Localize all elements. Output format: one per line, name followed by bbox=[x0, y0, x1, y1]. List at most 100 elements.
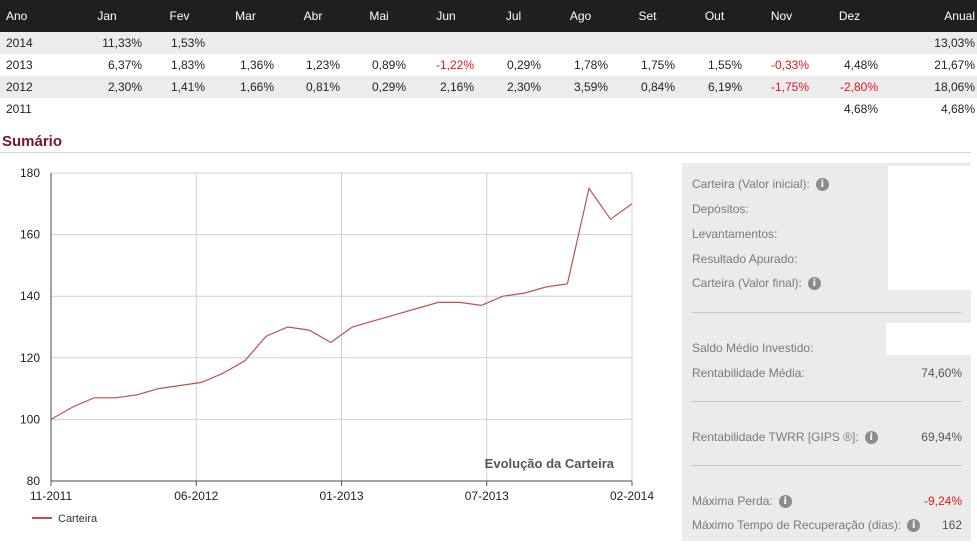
return-cell bbox=[748, 98, 815, 120]
table-header-row: Ano Jan Fev Mar Abr Mai Jun Jul Ago Set Out Nov Dez A… bbox=[0, 0, 977, 32]
legend-label: Carteira bbox=[58, 513, 98, 525]
avg-invested-row: Saldo Médio Investido: bbox=[692, 338, 813, 358]
portfolio-evolution-chart: 80 100 120 140 160 180 11-2011 06-2012 01-2013 07… bbox=[0, 160, 660, 541]
year-cell: 2011 bbox=[6, 102, 32, 116]
table-row: 2012 2,30% 1,41% 1,66% 0,81% 0,29% 2,16% 2,30% 3… bbox=[0, 76, 977, 98]
column-header: Ano bbox=[0, 0, 66, 32]
table-row: 2014 11,33% 1,53% 13,03% bbox=[0, 32, 977, 54]
withdrawals-label: Levantamentos: bbox=[692, 227, 778, 241]
column-header: Fev bbox=[148, 0, 211, 32]
column-header: Nov bbox=[748, 0, 815, 32]
max-loss-value: -9,24% bbox=[923, 494, 962, 508]
summary-panel: Carteira (Valor inicial): i Depósitos: L… bbox=[682, 163, 971, 541]
return-cell: 18,06% bbox=[884, 76, 977, 98]
y-tick-label: 120 bbox=[20, 351, 40, 365]
return-cell bbox=[681, 98, 748, 120]
info-icon[interactable]: i bbox=[778, 494, 792, 508]
result-label: Resultado Apurado: bbox=[692, 252, 798, 266]
return-cell bbox=[614, 98, 681, 120]
info-icon[interactable]: i bbox=[815, 177, 829, 191]
column-header: Dez bbox=[815, 0, 884, 32]
return-cell: 1,75% bbox=[640, 58, 675, 72]
carteira-series-line bbox=[50, 186, 633, 420]
return-cell bbox=[547, 98, 614, 120]
return-cell: 3,59% bbox=[547, 76, 614, 98]
return-cell: 2,16% bbox=[412, 76, 480, 98]
return-cell bbox=[412, 98, 480, 120]
avg-return-row: Rentabilidade Média: bbox=[692, 363, 805, 383]
initial-value-row: Carteira (Valor inicial): i bbox=[692, 174, 829, 194]
return-cell: 1,55% bbox=[707, 58, 742, 72]
final-value-label: Carteira (Valor final): bbox=[692, 276, 802, 290]
return-cell: -1,75% bbox=[748, 76, 815, 98]
divider bbox=[692, 401, 962, 402]
column-header: Jan bbox=[66, 0, 148, 32]
y-tick-label: 180 bbox=[20, 166, 40, 180]
x-tick-label: 07-2013 bbox=[465, 489, 509, 503]
summary-heading: Sumário bbox=[2, 133, 63, 150]
return-cell: 0,29% bbox=[346, 76, 412, 98]
divider bbox=[692, 465, 962, 466]
y-tick-label: 100 bbox=[20, 412, 40, 426]
column-header: Ago bbox=[547, 0, 614, 32]
return-cell: 13,03% bbox=[884, 32, 977, 54]
return-cell bbox=[148, 98, 211, 120]
return-cell: 0,81% bbox=[280, 76, 346, 98]
column-header: Jul bbox=[480, 0, 547, 32]
return-cell: 1,83% bbox=[170, 58, 205, 72]
initial-value-label: Carteira (Valor inicial): bbox=[692, 177, 810, 191]
return-cell bbox=[280, 98, 346, 120]
deposits-row: Depósitos: bbox=[692, 199, 749, 219]
twrr-label: Rentabilidade TWRR [GIPS ®]: bbox=[692, 430, 859, 444]
divider bbox=[0, 152, 971, 153]
avg-invested-label: Saldo Médio Investido: bbox=[692, 341, 814, 355]
return-cell: 0,84% bbox=[614, 76, 681, 98]
max-loss-label: Máxima Perda: bbox=[692, 494, 773, 508]
max-recovery-label: Máximo Tempo de Recuperação (dias): bbox=[692, 518, 902, 532]
y-tick-label: 80 bbox=[27, 474, 41, 488]
twrr-value: 69,94% bbox=[921, 430, 962, 444]
x-tick-label: 01-2013 bbox=[319, 489, 363, 503]
return-cell: 1,53% bbox=[148, 32, 211, 54]
return-cell bbox=[815, 32, 884, 54]
column-header: Jun bbox=[412, 0, 480, 32]
x-tick-label: 02-2014 bbox=[610, 489, 654, 503]
avg-return-label: Rentabilidade Média: bbox=[692, 366, 805, 380]
column-header: Mar bbox=[211, 0, 280, 32]
return-cell: -0,33% bbox=[770, 58, 809, 72]
return-cell bbox=[211, 98, 280, 120]
info-icon[interactable]: i bbox=[807, 276, 821, 290]
return-cell bbox=[480, 98, 547, 120]
return-cell: 0,89% bbox=[371, 58, 406, 72]
y-tick-label: 140 bbox=[20, 289, 40, 303]
column-header: Out bbox=[681, 0, 748, 32]
return-cell: 2,30% bbox=[480, 76, 547, 98]
return-cell: 21,67% bbox=[934, 58, 975, 72]
return-cell: 11,33% bbox=[66, 32, 148, 54]
monthly-returns-table: Ano Jan Fev Mar Abr Mai Jun Jul Ago Set Out Nov Dez A… bbox=[0, 0, 977, 120]
return-cell: -2,80% bbox=[815, 76, 884, 98]
divider bbox=[692, 312, 962, 313]
return-cell: 4,68% bbox=[940, 102, 975, 116]
column-header: Anual bbox=[884, 0, 977, 32]
return-cell: 0,29% bbox=[506, 58, 541, 72]
values-box-avg bbox=[886, 323, 971, 355]
info-icon[interactable]: i bbox=[907, 518, 921, 532]
twrr-row: Rentabilidade TWRR [GIPS ®]: i bbox=[692, 427, 878, 447]
return-cell: 1,66% bbox=[211, 76, 280, 98]
return-cell: 1,36% bbox=[239, 58, 274, 72]
withdrawals-row: Levantamentos: bbox=[692, 224, 777, 244]
return-cell: 1,41% bbox=[148, 76, 211, 98]
info-icon[interactable]: i bbox=[864, 430, 878, 444]
return-cell bbox=[748, 32, 815, 54]
avg-return-value: 74,60% bbox=[921, 366, 962, 380]
return-cell bbox=[412, 32, 480, 54]
column-header: Abr bbox=[280, 0, 346, 32]
year-cell: 2012 bbox=[0, 76, 66, 98]
final-value-row: Carteira (Valor final): i bbox=[692, 273, 821, 293]
max-recovery-value: 162 bbox=[941, 518, 962, 532]
return-cell bbox=[681, 32, 748, 54]
return-cell: 6,37% bbox=[107, 58, 142, 72]
return-cell bbox=[346, 32, 412, 54]
year-cell: 2013 bbox=[6, 58, 33, 72]
